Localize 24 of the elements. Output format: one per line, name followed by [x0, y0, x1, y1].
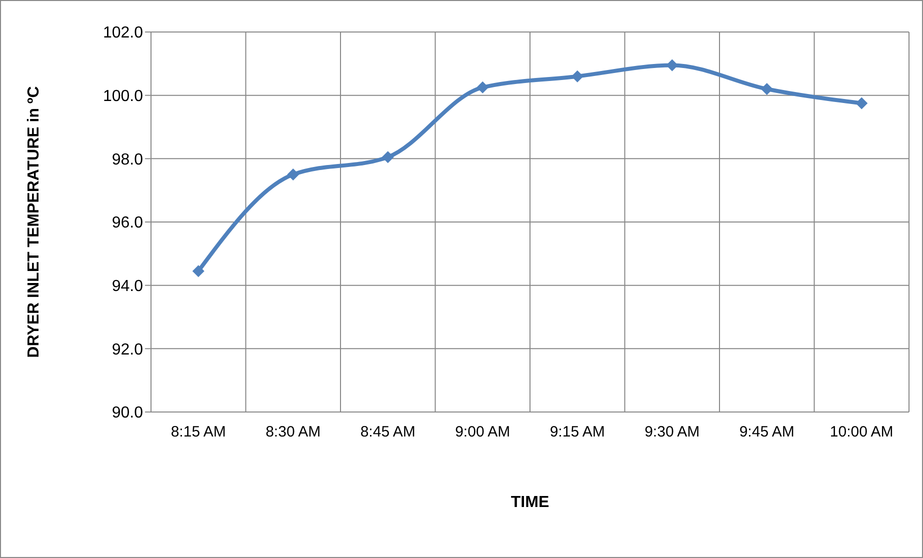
point: [382, 151, 394, 164]
y-tick-label: 96.0: [112, 214, 144, 232]
y-tick-label: 100.0: [102, 88, 144, 106]
x-tick-label: 8:30 AM: [266, 424, 321, 441]
x-tick-label: 8:15 AM: [170, 424, 226, 441]
point: [476, 81, 489, 94]
point: [760, 83, 773, 95]
x-tick-label: 9:45 AM: [739, 424, 794, 441]
x-tick-label: 9:15 AM: [550, 424, 605, 441]
point: [287, 168, 300, 180]
x-tick-label: 8:45 AM: [360, 424, 416, 441]
y-tick-label: 94.0: [112, 278, 144, 296]
y-tick-label: 98.0: [112, 151, 144, 168]
point: [192, 265, 204, 278]
point: [571, 70, 584, 82]
x-tick-label: 9:30 AM: [644, 424, 700, 441]
point: [856, 97, 868, 110]
x-axis-title: TIME: [510, 494, 550, 511]
y-tick-label: 92.0: [112, 341, 144, 358]
y-tick-label: 102.0: [102, 24, 144, 42]
x-tick-label: 9:00 AM: [455, 424, 510, 441]
x-tick-label: 10:00 AM: [830, 424, 894, 441]
y-tick-label: 90.0: [112, 404, 144, 422]
y-axis-title: DRYER INLET TEMPERATURE in ºC: [26, 86, 43, 358]
